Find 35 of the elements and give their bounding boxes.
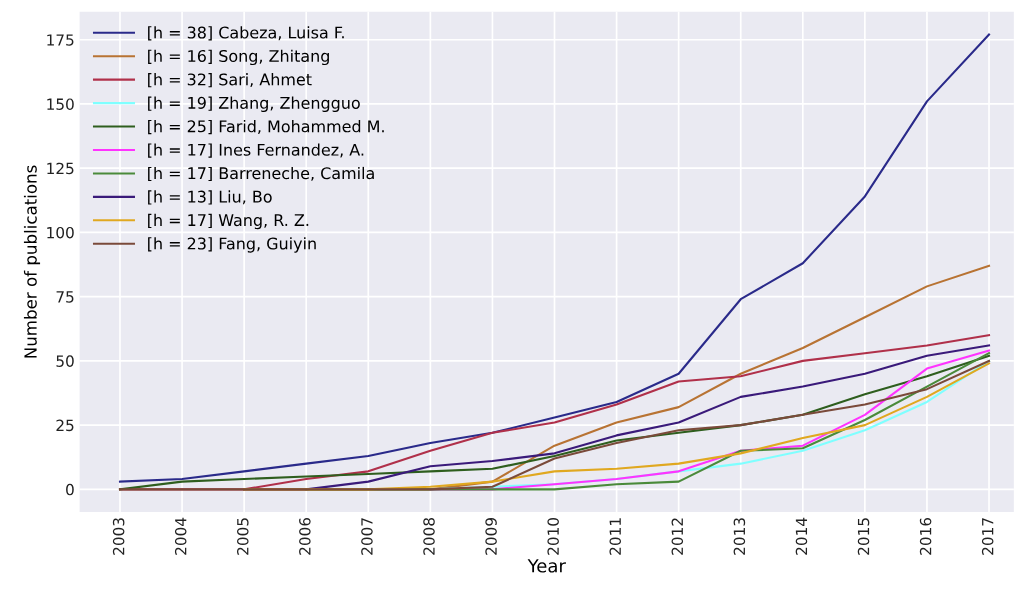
legend-label: [h = 17] Barreneche, Camila	[148, 166, 374, 182]
x-axis-title: Year	[527, 559, 566, 573]
y-tick-label: 100	[47, 226, 74, 239]
legend-label: [h = 19] Zhang, Zhengguo	[148, 96, 360, 113]
x-tick-label: 2006	[299, 517, 311, 555]
y-tick-label: 25	[56, 419, 74, 432]
legend-label: [h = 17] Ines Fernandez, A.	[148, 143, 364, 158]
legend-label: [h = 25] Farid, Mohammed M.	[148, 119, 384, 135]
x-tick-label: 2008	[423, 517, 435, 555]
x-tick-label: 2014	[795, 517, 808, 555]
x-tick-label: 2009	[485, 518, 497, 555]
y-tick-label: 150	[47, 98, 74, 110]
x-tick-label: 2007	[361, 518, 373, 555]
y-axis-title: Number of publications	[23, 165, 41, 358]
y-tick-label: 0	[66, 483, 74, 496]
x-tick-label: 2016	[919, 517, 932, 555]
x-tick-label: 2005	[237, 518, 249, 555]
legend-label: [h = 16] Song, Zhitang	[148, 49, 329, 66]
legend-label: [h = 23] Fang, Guiyin	[148, 237, 316, 253]
x-tick-label: 2010	[547, 517, 559, 555]
x-tick-label: 2004	[174, 517, 187, 555]
legend-label: [h = 32] Sari, Ahmet	[148, 73, 312, 88]
x-tick-label: 2015	[857, 518, 870, 555]
legend-label: [h = 17] Wang, R. Z.	[148, 213, 309, 230]
legend-label: [h = 13] Liu, Bo	[148, 190, 272, 205]
y-tick-label: 175	[47, 34, 74, 46]
y-tick-label: 75	[56, 291, 74, 303]
x-tick-label: 2013	[733, 518, 746, 555]
y-tick-label: 125	[47, 162, 74, 175]
x-tick-label: 2017	[981, 518, 994, 555]
x-tick-label: 2011	[609, 518, 622, 555]
x-tick-label: 2012	[671, 518, 684, 555]
x-tick-label: 2003	[112, 518, 125, 555]
legend-label: [h = 38] Cabeza, Luisa F.	[148, 26, 344, 41]
y-tick-label: 50	[56, 355, 74, 367]
